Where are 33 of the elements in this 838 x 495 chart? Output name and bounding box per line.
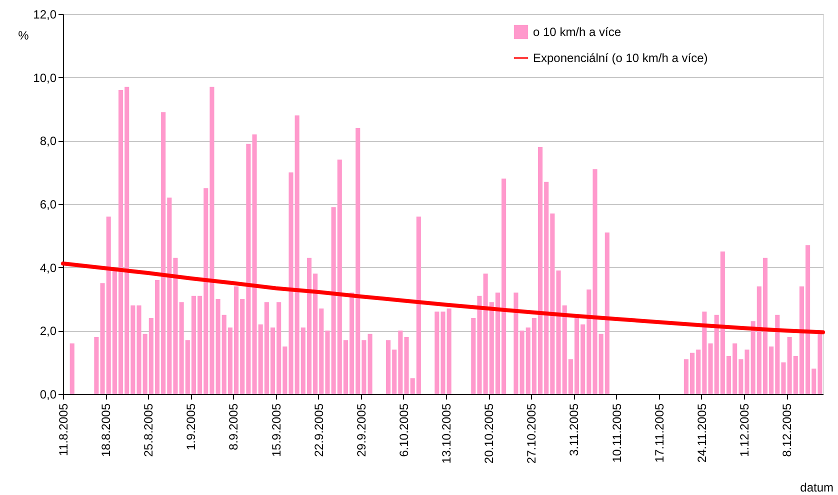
x-axis-title: datum — [800, 480, 834, 494]
x-tick-label: 3.11.2005 — [567, 403, 582, 456]
y-tick-label: 12,0 — [33, 8, 57, 22]
x-tick-label: 10.11.2005 — [610, 403, 624, 463]
x-tick-label: 1.9.2005 — [184, 403, 198, 450]
y-tick-label: 6,0 — [40, 198, 57, 212]
bar — [514, 292, 518, 394]
x-tick-label: 22.9.2005 — [312, 403, 326, 457]
x-tick-label: 8.9.2005 — [226, 403, 241, 450]
line-series — [61, 262, 825, 334]
y-tick-label: 0,0 — [40, 388, 57, 402]
bar — [368, 334, 372, 394]
x-tick-label: 27.10.2005 — [524, 403, 539, 464]
y-tick-label: 2,0 — [40, 324, 57, 338]
x-tick-label: 20.10.2005 — [482, 403, 496, 464]
bar — [70, 343, 74, 394]
x-tick-label: 6.10.2005 — [396, 403, 411, 457]
y-tick-label: 10,0 — [33, 70, 57, 85]
x-tick-label: 25.8.2005 — [142, 403, 156, 457]
x-tick-label: 18.8.2005 — [99, 403, 114, 457]
x-tick-label: 1.12.2005 — [737, 403, 752, 457]
y-axis-title: % — [18, 28, 30, 42]
legend-label: Exponenciální (o 10 km/h a více) — [533, 51, 708, 65]
x-tick-label: 17.11.2005 — [652, 403, 666, 463]
x-tick-label: 29.9.2005 — [354, 403, 368, 457]
x-tick-label: 13.10.2005 — [440, 403, 454, 464]
y-tick-label: 8,0 — [40, 134, 57, 148]
x-tick-label: 24.11.2005 — [694, 403, 709, 463]
x-tick-label: 15.9.2005 — [269, 403, 284, 457]
legend-label: o 10 km/h a více — [533, 25, 622, 39]
y-tick-label: 4,0 — [40, 260, 57, 275]
x-tick-label: 8.12.2005 — [780, 403, 794, 457]
x-tick-label: 11.8.2005 — [56, 403, 70, 456]
